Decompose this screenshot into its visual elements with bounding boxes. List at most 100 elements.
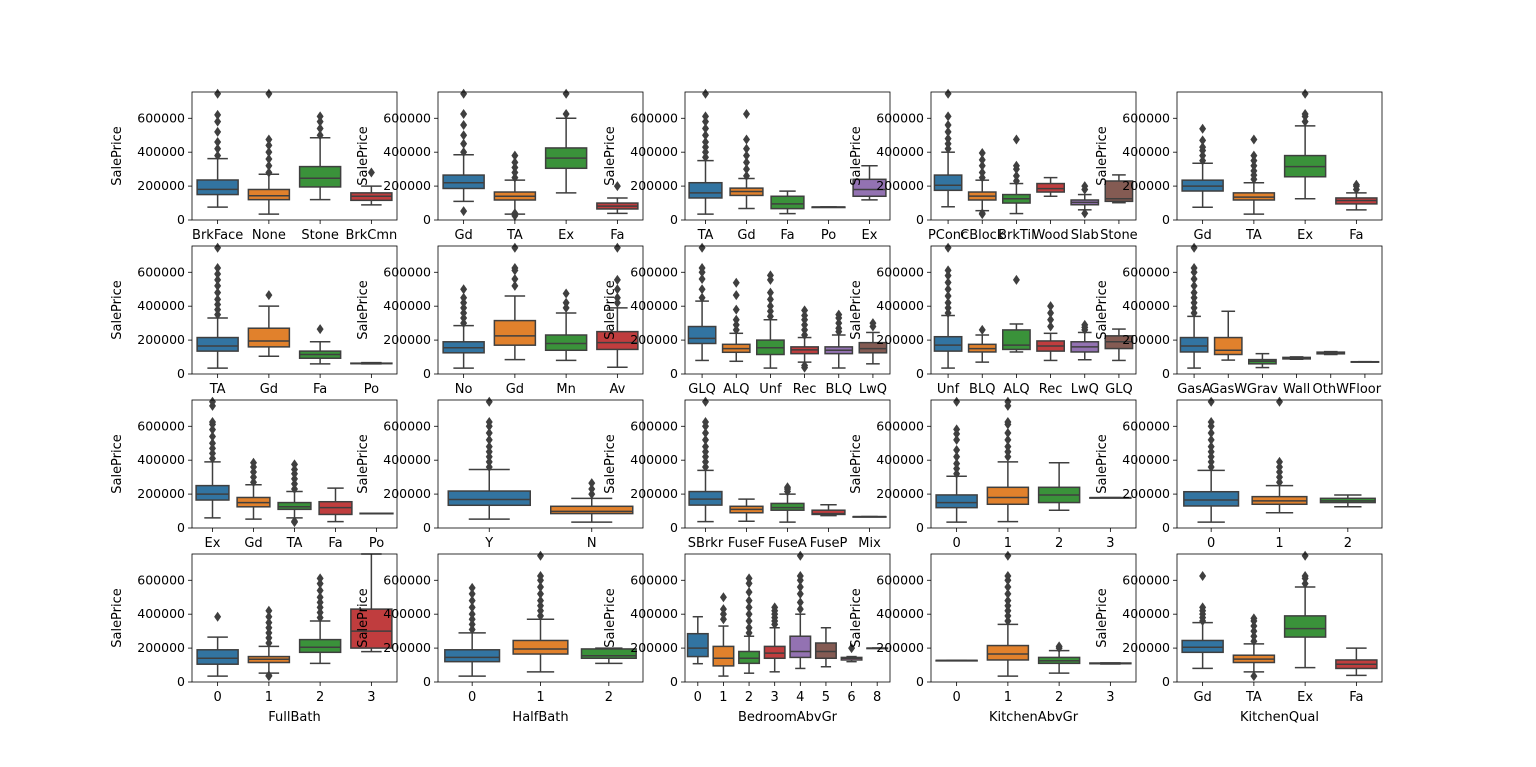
box-FuseA (770, 482, 805, 523)
box-iqr (933, 174, 963, 192)
flier-point (1004, 600, 1012, 611)
flier-point (209, 417, 216, 428)
x-tick-label: Fa (1349, 690, 1363, 705)
y-axis-label: SalePrice (356, 126, 371, 186)
flier-point (265, 88, 273, 99)
flier-point (796, 597, 804, 608)
box-Fa (1335, 647, 1378, 677)
box-iqr (1213, 336, 1243, 356)
flier-point (745, 609, 753, 620)
flier-point (1250, 621, 1258, 632)
flier-point (316, 324, 324, 335)
box-1 (712, 592, 735, 677)
x-tick-label: Po (364, 382, 379, 397)
flier-point (944, 265, 952, 276)
flier-point (485, 446, 493, 457)
flier-point (698, 274, 706, 285)
box-N (550, 478, 634, 523)
flier-point (745, 573, 753, 584)
x-tick-label: OthW (1313, 382, 1350, 397)
flier-point (698, 263, 706, 274)
y-axis-label: SalePrice (1095, 588, 1110, 648)
flier-point (743, 164, 750, 175)
box-iqr (986, 644, 1030, 661)
flier-point (214, 280, 222, 291)
flier-point (316, 573, 324, 584)
x-tick-label: TA (286, 536, 303, 551)
box-3 (763, 602, 786, 673)
box-Stone (298, 111, 342, 201)
x-tick-label: Grav (1247, 382, 1278, 397)
axes-frame (191, 245, 398, 375)
box-CBlock (967, 148, 997, 220)
flier-point (511, 167, 519, 178)
x-axis-label: KitchenAbvGr (989, 710, 1079, 725)
flier-point (214, 294, 222, 305)
flier-point (766, 301, 774, 312)
box-3 (1089, 662, 1132, 665)
flier-point (1250, 613, 1258, 624)
flier-point (214, 274, 222, 285)
box-iqr (196, 336, 239, 352)
box-6 (840, 643, 863, 663)
flier-point (214, 88, 222, 99)
flier-point (944, 302, 952, 313)
axes-frame (930, 399, 1137, 529)
box-Gd (729, 109, 764, 210)
flier-point (214, 150, 222, 161)
x-tick-label: Ex (1297, 690, 1313, 705)
box-1 (986, 396, 1030, 523)
flier-point (745, 595, 753, 606)
flier-point (953, 463, 961, 474)
x-tick-label: 0 (213, 690, 221, 705)
box-iqr (247, 188, 291, 201)
box-iqr (789, 635, 812, 659)
x-tick-label: PConc (928, 228, 968, 243)
subplot-16: 0 200000 400000 600000 SalePrice 0 1 2 3 FullBath (110, 553, 398, 725)
box-Floor (1350, 360, 1380, 363)
flier-point (1004, 615, 1012, 626)
box-BLQ (967, 324, 997, 363)
box-iqr (738, 650, 761, 665)
y-tick-label: 600000 (137, 110, 185, 125)
y-tick-label: 400000 (383, 452, 431, 467)
x-tick-label: Mix (858, 536, 881, 551)
box-BrkCmn (350, 167, 393, 206)
y-tick-label: 0 (177, 520, 185, 535)
y-tick-label: 600000 (1122, 418, 1170, 433)
box-ALQ (1002, 274, 1031, 353)
y-tick-label: 0 (423, 520, 431, 535)
flier-point (537, 610, 544, 621)
flier-point (562, 88, 570, 99)
box-Gd (1181, 571, 1224, 670)
flier-point (1190, 263, 1198, 274)
box-Gd (247, 290, 291, 357)
flier-point (1276, 477, 1283, 488)
x-tick-label: Ex (205, 536, 221, 551)
box-iqr (1002, 329, 1031, 351)
y-tick-label: 400000 (137, 144, 185, 159)
flier-point (1012, 176, 1020, 187)
subplot-5: 0 200000 400000 600000 SalePrice Gd TA Ex Fa (1095, 88, 1383, 243)
y-tick-label: 400000 (876, 144, 924, 159)
flier-point (214, 126, 222, 137)
flier-point (316, 592, 324, 603)
flier-point (702, 446, 709, 457)
y-tick-label: 400000 (630, 144, 678, 159)
x-tick-label: 0 (468, 690, 476, 705)
x-tick-label: Po (821, 228, 836, 243)
x-tick-label: 1 (536, 690, 544, 705)
x-tick-label: N (587, 536, 597, 551)
box-1 (247, 605, 291, 682)
flier-point (732, 304, 740, 315)
flier-point (1276, 467, 1283, 478)
box-Slab (1070, 181, 1100, 219)
box-Ex (195, 396, 230, 519)
box-TA (493, 150, 537, 221)
flier-point (460, 302, 468, 313)
y-tick-label: 600000 (630, 110, 678, 125)
box-TA (277, 459, 312, 528)
flier-point (511, 242, 519, 253)
flier-point (702, 116, 709, 127)
y-axis-label: SalePrice (1095, 434, 1110, 494)
